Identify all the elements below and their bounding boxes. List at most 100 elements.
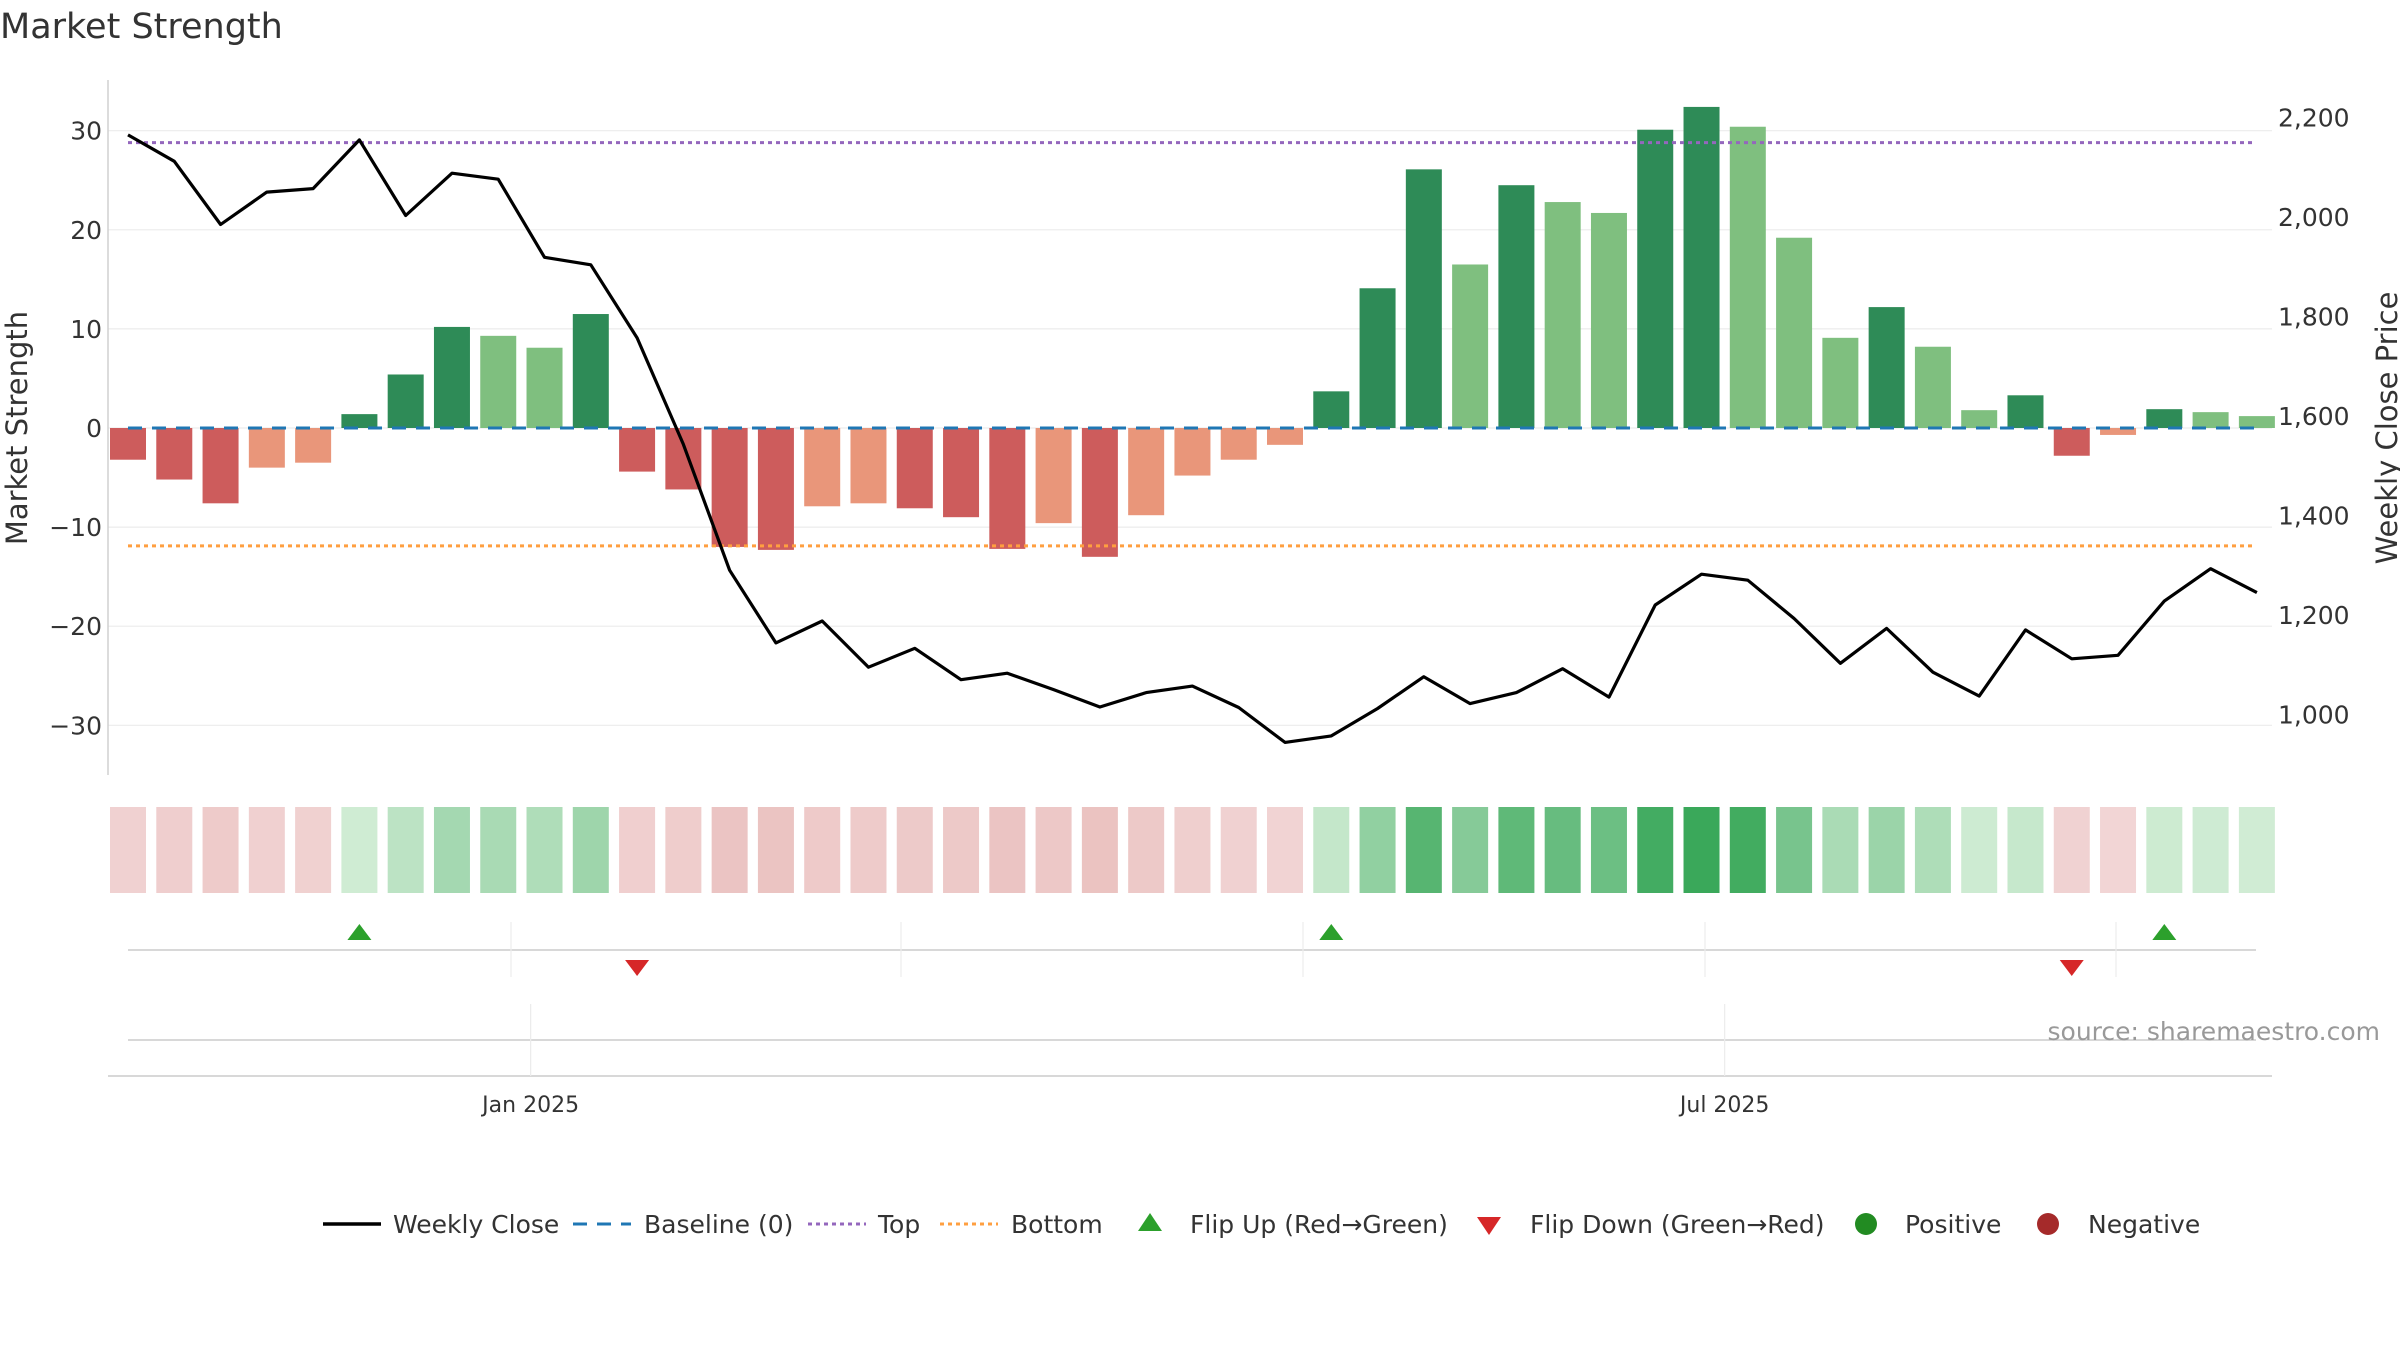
strength-bar [1637, 129, 1674, 429]
strength-bar [2007, 395, 2044, 428]
strength-bar [757, 428, 794, 550]
heat-cell [943, 807, 980, 893]
strength-bar [1544, 202, 1581, 428]
strength-bar [1776, 237, 1813, 428]
x-tick-label: Jan 2025 [480, 1093, 579, 1118]
chart-title: Market Strength [0, 7, 283, 47]
heat-cell [1359, 807, 1396, 893]
heat-cell [1961, 807, 1998, 893]
y-tick-left: 30 [70, 117, 102, 146]
strength-bar [248, 428, 285, 468]
strength-bar [295, 428, 332, 463]
legend-positive-dot [1855, 1213, 1877, 1235]
source-credit: source: sharemaestro.com [2048, 1017, 2381, 1046]
legend-positive: Positive [1905, 1210, 2001, 1239]
heat-cell [1544, 807, 1581, 893]
y-tick-left: 0 [86, 414, 102, 443]
heat-cell [1776, 807, 1813, 893]
flip-up-marker [2152, 924, 2177, 940]
x-tick-label: Jul 2025 [1678, 1093, 1770, 1118]
strength-bar [1174, 428, 1211, 476]
strength-bar [2238, 416, 2275, 428]
y-tick-left: 20 [70, 216, 102, 245]
heat-cell [341, 807, 378, 893]
strength-bar [2053, 428, 2090, 456]
heat-cell [526, 807, 563, 893]
strength-bar [1822, 337, 1859, 428]
heat-cell [1128, 807, 1165, 893]
strength-bar [711, 428, 748, 547]
y-axis-right-label: Weekly Close Price [2370, 292, 2400, 565]
strength-bar [1868, 307, 1905, 428]
strength-bar [1961, 410, 1998, 428]
y-tick-right: 1,200 [2278, 601, 2350, 630]
heat-cell [1729, 807, 1766, 893]
y-tick-left: 10 [70, 315, 102, 344]
y-tick-right: 1,600 [2278, 402, 2350, 431]
y-tick-right: 2,200 [2278, 104, 2350, 133]
heat-cell [804, 807, 841, 893]
heat-cell [433, 807, 470, 893]
legend-bottom: Bottom [1011, 1210, 1103, 1239]
y-tick-right: 1,400 [2278, 502, 2350, 531]
strength-bar [480, 335, 517, 428]
tick-labels: 30 20 10 0 −10 −20 −30 2,200 2,000 1,800 1,600 1,40… [49, 104, 2349, 741]
strength-bar [2146, 409, 2183, 428]
legend-flip-up-icon [1138, 1213, 1162, 1231]
strength-bar [989, 428, 1026, 549]
flip-down-marker [2059, 960, 2084, 976]
flip-markers-panel [128, 922, 2256, 977]
y-tick-right: 1,800 [2278, 303, 2350, 332]
heat-cell [665, 807, 702, 893]
strength-bar [572, 314, 609, 428]
strength-bar [1590, 212, 1627, 428]
heat-cell [1081, 807, 1118, 893]
heat-cell [2053, 807, 2090, 893]
y-tick-left: −20 [49, 612, 102, 641]
heat-cell [711, 807, 748, 893]
weekly-close-line [127, 133, 2258, 745]
strength-bars [110, 106, 2275, 557]
strength-bar [202, 428, 239, 504]
flip-up-marker [1319, 924, 1344, 940]
y-tick-left: −10 [49, 513, 102, 542]
heat-cell [387, 807, 424, 893]
flip-down-marker [625, 960, 650, 976]
heat-cell [1498, 807, 1535, 893]
legend-negative-dot [2037, 1213, 2059, 1235]
strength-bar [1267, 428, 1303, 445]
strength-bar [804, 428, 841, 507]
legend-flip-down: Flip Down (Green→Red) [1530, 1210, 1825, 1239]
strength-bar [341, 414, 378, 428]
y-axis-left-label: Market Strength [0, 311, 34, 545]
strength-bar [896, 428, 933, 509]
heat-cell [1405, 807, 1442, 893]
strength-bar [1729, 126, 1766, 429]
heat-cell [156, 807, 193, 893]
heat-cell [989, 807, 1026, 893]
heat-cell [1452, 807, 1489, 893]
legend-flip-up: Flip Up (Red→Green) [1190, 1210, 1448, 1239]
strength-bar [1914, 346, 1951, 428]
heat-cell [1590, 807, 1627, 893]
strength-bar [943, 428, 980, 518]
y-tick-right: 2,000 [2278, 203, 2350, 232]
heat-cell [2238, 807, 2275, 893]
strength-bar [1081, 428, 1118, 557]
heat-cell [1683, 807, 1720, 893]
heat-cell [2100, 807, 2137, 893]
heat-cell [1868, 807, 1905, 893]
weekly-close-series [127, 133, 2258, 745]
heat-cell [757, 807, 794, 893]
heat-cell [202, 807, 239, 893]
strength-bar [1452, 264, 1489, 428]
legend-flip-down-icon [1477, 1217, 1501, 1235]
legend-top: Top [877, 1210, 920, 1239]
strength-bar [2192, 412, 2229, 428]
strength-heat-strip [110, 807, 2275, 893]
heat-cell [1267, 807, 1303, 893]
heat-cell [1220, 807, 1257, 893]
strength-bar [110, 428, 146, 460]
legend-baseline: Baseline (0) [644, 1210, 793, 1239]
